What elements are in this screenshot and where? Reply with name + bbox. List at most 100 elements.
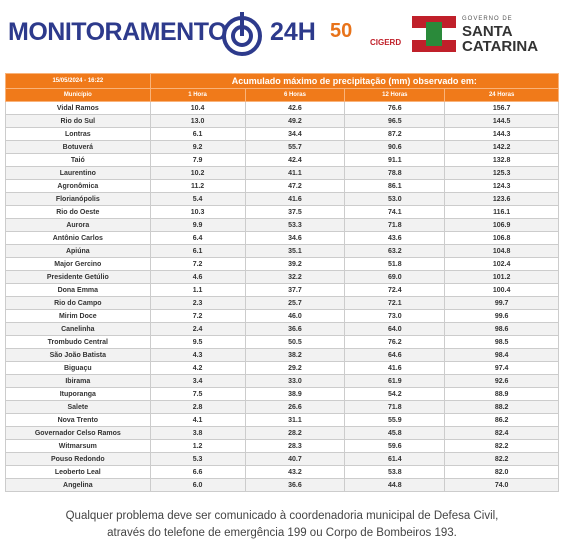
table-cell: 7.2 — [149, 257, 246, 271]
table-cell: 34.6 — [244, 231, 346, 245]
table-cell: 10.3 — [149, 205, 246, 219]
table-cell: Governador Celso Ramos — [5, 426, 151, 440]
table-cell: 88.9 — [444, 387, 559, 401]
table-cell: 7.2 — [149, 309, 246, 323]
table-cell: 97.4 — [444, 361, 559, 375]
table-cell: 74.0 — [444, 478, 559, 492]
table-cell: 82.4 — [444, 426, 559, 440]
table-cell: 38.9 — [244, 387, 346, 401]
table-cell: 156.7 — [444, 101, 559, 115]
table-cell: Lontras — [5, 127, 151, 141]
table-cell: 102.4 — [444, 257, 559, 271]
table-cell: 9.9 — [149, 218, 246, 232]
table-cell: 82.2 — [444, 439, 559, 453]
table-row: Taió 7.9 42.4 91.1 132.8 — [5, 153, 559, 167]
table-cell: 144.5 — [444, 114, 559, 128]
table-cell: 96.5 — [344, 114, 446, 128]
table-cell: 46.0 — [244, 309, 346, 323]
table-cell: Antônio Carlos — [5, 231, 151, 245]
table-cell: Pouso Redondo — [5, 452, 151, 466]
table-row: Botuverá 9.2 55.7 90.6 142.2 — [5, 140, 559, 154]
table-cell: 5.4 — [149, 192, 246, 206]
column-header: 12 Horas — [344, 88, 446, 102]
table-cell: 37.5 — [244, 205, 346, 219]
table-cell: Angelina — [5, 478, 151, 492]
table-row: Vidal Ramos 10.4 42.6 76.6 156.7 — [5, 101, 559, 115]
table-cell: 116.1 — [444, 205, 559, 219]
table-cell: 44.8 — [344, 478, 446, 492]
table-cell: 6.4 — [149, 231, 246, 245]
table-cell: 3.4 — [149, 374, 246, 388]
table-cell: 7.5 — [149, 387, 246, 401]
table-cell: 9.5 — [149, 335, 246, 349]
table-cell: 2.8 — [149, 400, 246, 414]
table-cell: Rio do Oeste — [5, 205, 151, 219]
table-row: Angelina 6.0 36.6 44.8 74.0 — [5, 478, 559, 492]
footer-line: Qualquer problema deve ser comunicado à … — [65, 510, 499, 522]
table-cell: 64.6 — [344, 348, 446, 362]
table-cell: 100.4 — [444, 283, 559, 297]
table-cell: Ituporanga — [5, 387, 151, 401]
table-cell: 34.4 — [244, 127, 346, 141]
table-cell: 72.1 — [344, 296, 446, 310]
table-cell: 43.2 — [244, 465, 346, 479]
table-cell: Rio do Campo — [5, 296, 151, 310]
table-cell: 1.2 — [149, 439, 246, 453]
table-cell: 106.8 — [444, 231, 559, 245]
table-cell: Agronômica — [5, 179, 151, 193]
table-row: Mirim Doce 7.2 46.0 73.0 99.6 — [5, 309, 559, 323]
table-cell: 6.1 — [149, 127, 246, 141]
table-cell: 50.5 — [244, 335, 346, 349]
table-cell: 36.6 — [244, 478, 346, 492]
table-cell: 87.2 — [344, 127, 446, 141]
table-cell: Florianópolis — [5, 192, 151, 206]
table-cell: 10.2 — [149, 166, 246, 180]
timestamp: 15/05/2024 - 16:22 — [5, 73, 151, 89]
table-row: Witmarsum 1.2 28.3 59.6 82.2 — [5, 439, 559, 453]
table-cell: 28.3 — [244, 439, 346, 453]
table-cell: 98.6 — [444, 322, 559, 336]
table-cell: 49.2 — [244, 114, 346, 128]
table-cell: 4.3 — [149, 348, 246, 362]
table-cell: 72.4 — [344, 283, 446, 297]
table-cell: 37.7 — [244, 283, 346, 297]
table-cell: 36.6 — [244, 322, 346, 336]
table-row: Pouso Redondo 5.3 40.7 61.4 82.2 — [5, 452, 559, 466]
table-cell: 142.2 — [444, 140, 559, 154]
table-cell: Salete — [5, 400, 151, 414]
table-row: Rio do Sul 13.0 49.2 96.5 144.5 — [5, 114, 559, 128]
table-row: Presidente Getúlio 4.6 32.2 69.0 101.2 — [5, 270, 559, 284]
gov-top: GOVERNO DE — [462, 16, 513, 22]
table-row: Leoberto Leal 6.6 43.2 53.8 82.0 — [5, 465, 559, 479]
table-cell: 31.1 — [244, 413, 346, 427]
brand-title: MONITORAMENTO — [8, 18, 227, 46]
table-cell: 35.1 — [244, 244, 346, 258]
table-cell: Laurentino — [5, 166, 151, 180]
table-cell: 144.3 — [444, 127, 559, 141]
table-cell: 69.0 — [344, 270, 446, 284]
table-cell: 6.6 — [149, 465, 246, 479]
table-cell: 74.1 — [344, 205, 446, 219]
partner-logo: CIGERD — [370, 38, 402, 47]
table-cell: 39.2 — [244, 257, 346, 271]
table-cell: 26.6 — [244, 400, 346, 414]
table-cell: 41.6 — [244, 192, 346, 206]
table-cell: 32.2 — [244, 270, 346, 284]
table-cell: 40.7 — [244, 452, 346, 466]
column-header: 24 Horas — [444, 88, 559, 102]
table-cell: 63.2 — [344, 244, 446, 258]
table-cell: 54.2 — [344, 387, 446, 401]
table-cell: Aurora — [5, 218, 151, 232]
table-cell: 4.2 — [149, 361, 246, 375]
table-cell: Biguaçu — [5, 361, 151, 375]
table-cell: 92.6 — [444, 374, 559, 388]
table-cell: 45.8 — [344, 426, 446, 440]
table-cell: 33.0 — [244, 374, 346, 388]
table-row: Rio do Oeste 10.3 37.5 74.1 116.1 — [5, 205, 559, 219]
table-row: Canelinha 2.4 36.6 64.0 98.6 — [5, 322, 559, 336]
table-cell: 76.2 — [344, 335, 446, 349]
table-cell: 124.3 — [444, 179, 559, 193]
table-cell: São João Batista — [5, 348, 151, 362]
table-cell: 25.7 — [244, 296, 346, 310]
table-cell: 101.2 — [444, 270, 559, 284]
